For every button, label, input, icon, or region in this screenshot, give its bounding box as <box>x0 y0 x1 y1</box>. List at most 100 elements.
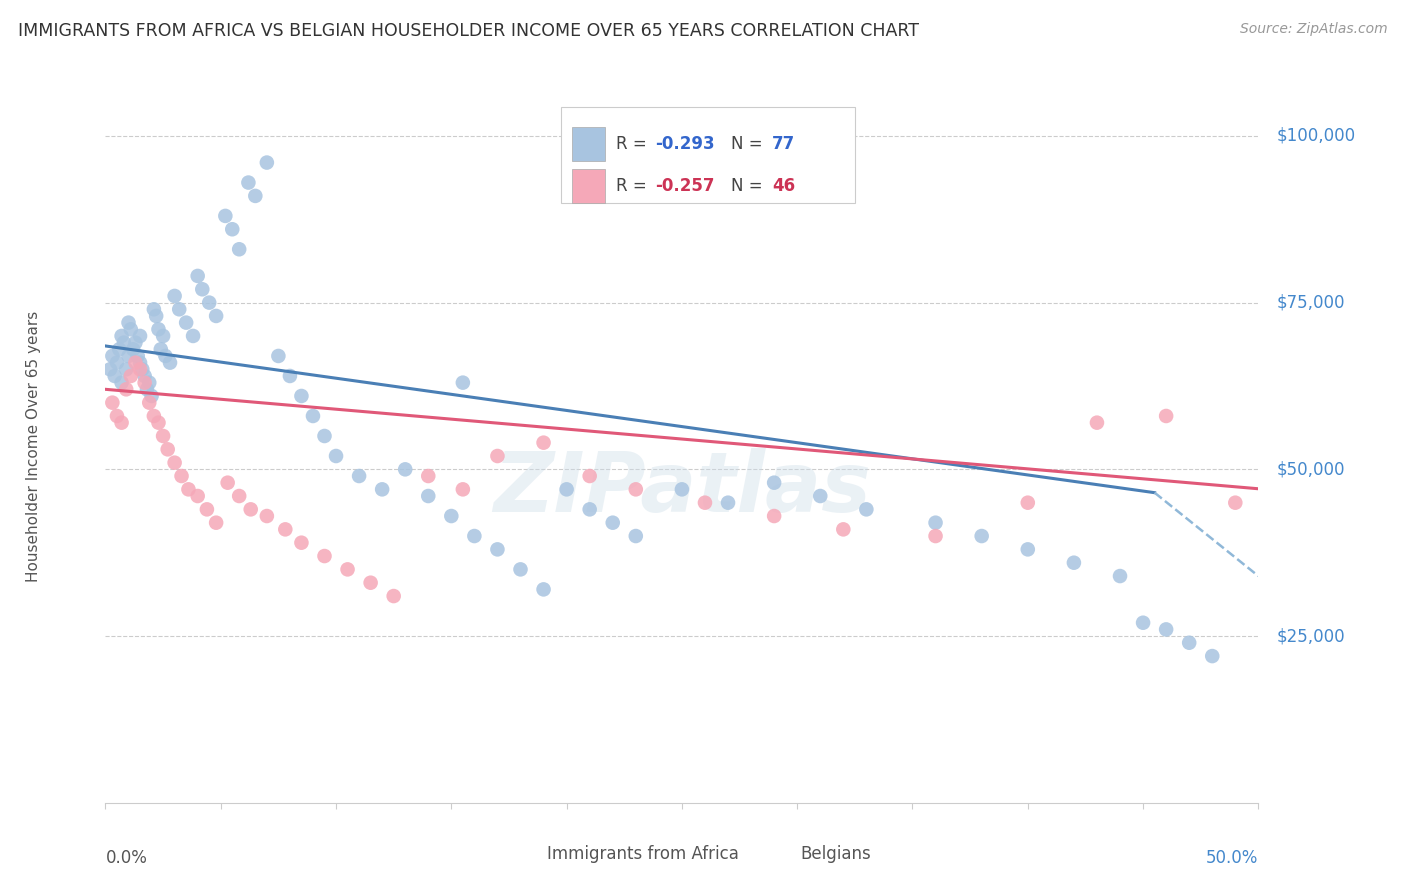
Text: N =: N = <box>731 177 768 195</box>
Point <box>451 376 474 390</box>
Point <box>509 562 531 576</box>
Point <box>124 335 146 350</box>
Point <box>274 522 297 536</box>
Point <box>221 222 243 236</box>
Point <box>602 516 624 530</box>
Point <box>134 376 156 390</box>
Point <box>336 562 359 576</box>
Point <box>440 509 463 524</box>
FancyBboxPatch shape <box>561 107 855 203</box>
Point <box>533 435 555 450</box>
Point <box>382 589 405 603</box>
Point <box>156 442 179 457</box>
Text: 46: 46 <box>772 177 794 195</box>
Point <box>855 502 877 516</box>
Point <box>141 389 163 403</box>
Point <box>1154 623 1177 637</box>
Point <box>195 502 218 516</box>
Point <box>924 516 946 530</box>
Point <box>115 362 138 376</box>
Point <box>1340 516 1362 530</box>
Text: Householder Income Over 65 years: Householder Income Over 65 years <box>27 310 41 582</box>
Point <box>302 409 325 423</box>
Point <box>763 475 786 490</box>
Point <box>174 316 197 330</box>
Point <box>181 329 204 343</box>
Point <box>1017 496 1039 510</box>
Point <box>1201 649 1223 664</box>
Bar <box>768 844 794 864</box>
Point <box>149 343 172 357</box>
Point <box>177 483 200 497</box>
Point <box>832 522 855 536</box>
Point <box>136 382 159 396</box>
Text: -0.293: -0.293 <box>655 135 716 153</box>
Point <box>671 483 693 497</box>
Text: Belgians: Belgians <box>800 846 872 863</box>
Point <box>1154 409 1177 423</box>
Text: $75,000: $75,000 <box>1277 293 1346 311</box>
Point <box>238 176 260 190</box>
Point <box>267 349 290 363</box>
Point <box>1085 416 1108 430</box>
Point <box>486 449 509 463</box>
Point <box>693 496 716 510</box>
Point <box>124 356 146 370</box>
Point <box>187 268 209 283</box>
Point <box>970 529 993 543</box>
Point <box>278 368 301 383</box>
Point <box>245 189 267 203</box>
Point <box>101 395 124 409</box>
Point <box>290 535 312 549</box>
Point <box>717 496 740 510</box>
Point <box>112 335 135 350</box>
Point <box>198 295 221 310</box>
Text: 0.0%: 0.0% <box>105 849 148 867</box>
Point <box>205 516 228 530</box>
Point <box>129 362 152 376</box>
Point <box>228 242 250 256</box>
Point <box>533 582 555 597</box>
Bar <box>572 127 605 161</box>
Text: 50.0%: 50.0% <box>1206 849 1258 867</box>
Point <box>290 389 312 403</box>
Text: $100,000: $100,000 <box>1277 127 1355 145</box>
Point <box>256 509 278 524</box>
Point <box>159 356 181 370</box>
Point <box>115 382 138 396</box>
Point <box>763 509 786 524</box>
Point <box>924 529 946 543</box>
Point <box>239 502 262 516</box>
Point <box>120 368 142 383</box>
Point <box>127 349 149 363</box>
Point <box>1178 636 1201 650</box>
Point <box>578 502 600 516</box>
Point <box>104 368 127 383</box>
Point <box>624 483 647 497</box>
Point <box>555 483 578 497</box>
Text: R =: R = <box>616 177 652 195</box>
Point <box>217 475 239 490</box>
Text: $50,000: $50,000 <box>1277 460 1346 478</box>
Point <box>101 349 124 363</box>
Point <box>1270 509 1292 524</box>
Point <box>371 483 394 497</box>
Text: ZIPatlas: ZIPatlas <box>494 449 870 529</box>
Point <box>214 209 236 223</box>
Point <box>131 362 153 376</box>
Point <box>451 483 474 497</box>
Point <box>163 456 186 470</box>
Point <box>205 309 228 323</box>
Text: 77: 77 <box>772 135 794 153</box>
Point <box>152 329 174 343</box>
Point <box>122 343 145 357</box>
Point <box>314 549 336 563</box>
Point <box>105 356 128 370</box>
Point <box>394 462 416 476</box>
Bar <box>515 844 540 864</box>
Point <box>138 395 160 409</box>
Text: Source: ZipAtlas.com: Source: ZipAtlas.com <box>1240 22 1388 37</box>
Point <box>155 349 177 363</box>
Point <box>120 322 142 336</box>
Point <box>808 489 831 503</box>
